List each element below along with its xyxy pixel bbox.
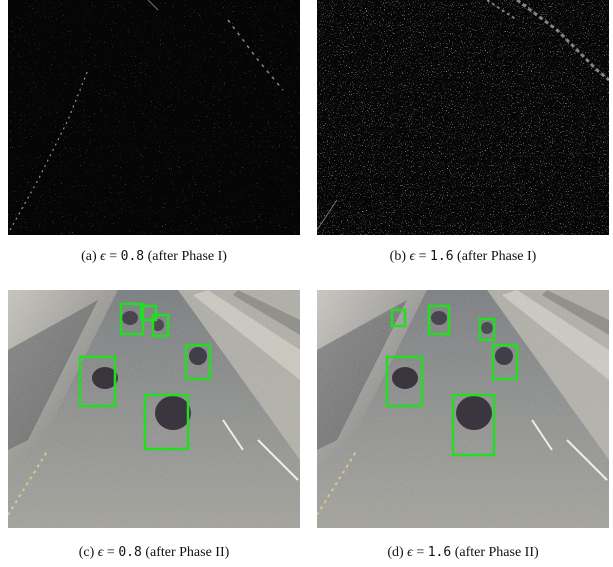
detection-box <box>427 304 451 336</box>
caption-b-eq: = <box>418 249 427 264</box>
caption-b-label: (b) <box>389 249 406 264</box>
caption-d-label: (d) <box>387 545 404 560</box>
detection-box <box>143 393 190 451</box>
caption-a-symbol: ϵ <box>100 249 106 264</box>
detection-box <box>184 343 212 381</box>
caption-d-value: 1.6 <box>427 545 452 560</box>
noise-image-b <box>317 0 609 235</box>
caption-b-value: 1.6 <box>430 249 454 264</box>
noise-canvas-a <box>8 0 300 235</box>
caption-c-symbol: ϵ <box>97 545 104 560</box>
road-canvas-c <box>8 290 300 528</box>
caption-a: (a) ϵ = 0.8 (after Phase I) <box>8 248 300 266</box>
detection-box <box>78 355 117 408</box>
caption-b-phase: (after Phase I) <box>457 249 537 264</box>
caption-c-phase: (after Phase II) <box>145 545 230 560</box>
detection-box <box>385 355 424 408</box>
caption-c-label: (c) <box>78 545 95 560</box>
caption-c-eq: = <box>106 545 115 560</box>
caption-a-value: 0.8 <box>120 249 145 264</box>
caption-d-eq: = <box>416 545 425 560</box>
caption-d-symbol: ϵ <box>407 545 413 560</box>
detection-box <box>478 317 496 342</box>
caption-d-phase: (after Phase II) <box>454 545 539 560</box>
detection-boxes-d <box>385 304 519 457</box>
road-image-d <box>317 290 609 528</box>
detection-box <box>451 393 496 457</box>
detection-boxes-c <box>78 302 212 451</box>
caption-c-value: 0.8 <box>118 545 142 560</box>
detection-box <box>491 343 519 381</box>
caption-b: (b) ϵ = 1.6 (after Phase I) <box>317 248 609 266</box>
detection-box <box>390 308 407 328</box>
caption-c: (c) ϵ = 0.8 (after Phase II) <box>8 544 300 562</box>
road-canvas-d <box>317 290 609 528</box>
detection-box <box>151 313 170 338</box>
detection-box <box>139 304 158 322</box>
caption-b-symbol: ϵ <box>409 249 416 264</box>
caption-a-phase: (after Phase I) <box>147 249 227 264</box>
caption-a-label: (a) <box>81 249 97 264</box>
noise-canvas-b <box>317 0 609 235</box>
road-image-c <box>8 290 300 528</box>
caption-a-eq: = <box>109 249 118 264</box>
caption-d: (d) ϵ = 1.6 (after Phase II) <box>317 544 609 562</box>
noise-image-a <box>8 0 300 235</box>
